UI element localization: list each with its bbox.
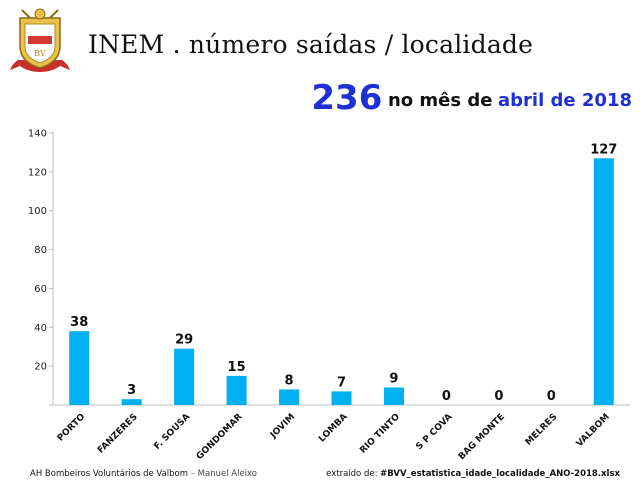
- bar: [69, 331, 90, 405]
- bar-value-label: 3: [127, 383, 136, 398]
- footer-source-prefix: extraído de:: [326, 469, 381, 479]
- bar-value-label: 15: [228, 360, 246, 375]
- bar-value-label: 9: [389, 372, 398, 387]
- bar-value-label: 127: [590, 142, 617, 157]
- bar: [383, 387, 404, 405]
- x-tick-label: LOMBA: [317, 412, 349, 444]
- x-tick-label: BAG MONTE: [457, 412, 507, 462]
- bar-value-label: 38: [70, 315, 88, 330]
- period-label: abril de 2018: [498, 90, 632, 111]
- bar: [226, 375, 247, 405]
- bar-value-label: 0: [494, 389, 503, 404]
- x-tick-labels: PORTO FANZERES F. SOUSA GONDOMAR JOVIM LOMBA R…: [56, 412, 612, 462]
- y-tick-label: 140: [28, 129, 47, 140]
- bars: [69, 158, 614, 405]
- x-tick-label: PORTO: [56, 412, 88, 444]
- bar-value-label: 0: [442, 389, 451, 404]
- footer-author: Manuel Aleixo: [197, 469, 258, 479]
- y-tick-label: 120: [28, 167, 47, 178]
- bar: [174, 348, 195, 405]
- x-tick-label: GONDOMAR: [195, 412, 245, 462]
- summary-subtitle: 236 no mês de abril de 2018: [311, 78, 632, 118]
- bar-value-label: 8: [285, 373, 294, 388]
- svg-text:BV: BV: [34, 49, 46, 58]
- bar: [279, 389, 300, 405]
- x-tick-label: RIO TINTO: [358, 412, 402, 456]
- y-tick-label: 40: [34, 323, 47, 334]
- y-tick-label: 80: [34, 245, 47, 256]
- y-tick-label: 60: [34, 284, 47, 295]
- bar: [121, 399, 142, 405]
- footer-org: AH Bombeiros Voluntários de Valbom: [30, 469, 188, 479]
- y-tick-label: 100: [28, 206, 47, 217]
- subtitle-connector: no mês de: [387, 90, 493, 111]
- x-tick-label: S P COVA: [414, 412, 454, 452]
- footer-separator: –: [188, 469, 198, 479]
- footer-source: extraído de: #BVV_estatistica_idade_loca…: [326, 469, 620, 479]
- footer-credit: AH Bombeiros Voluntários de Valbom – Man…: [30, 469, 257, 479]
- bar: [331, 391, 352, 405]
- y-tick-label: 20: [34, 362, 47, 373]
- bar-value-label: 7: [337, 375, 346, 390]
- x-tick-label: FANZERES: [96, 412, 140, 456]
- x-tick-label: VALBOM: [575, 412, 612, 449]
- x-tick-label: MELRES: [524, 412, 560, 448]
- bar-value-label: 29: [175, 333, 193, 348]
- x-tick-label: JOVIM: [268, 412, 297, 441]
- page-title: INEM . número saídas / localidade: [88, 30, 534, 59]
- x-tick-label: F. SOUSA: [152, 412, 192, 452]
- bar: [593, 158, 614, 405]
- bar-value-label: 0: [547, 389, 556, 404]
- footer-source-file: #BVV_estatistica_idade_localidade_ANO-20…: [380, 469, 620, 479]
- value-labels: 38 3 29 15 8 7 9 0 0 0 127: [70, 142, 617, 404]
- bombeiros-shield-logo-icon: BV: [10, 8, 70, 72]
- total-count: 236: [311, 78, 383, 118]
